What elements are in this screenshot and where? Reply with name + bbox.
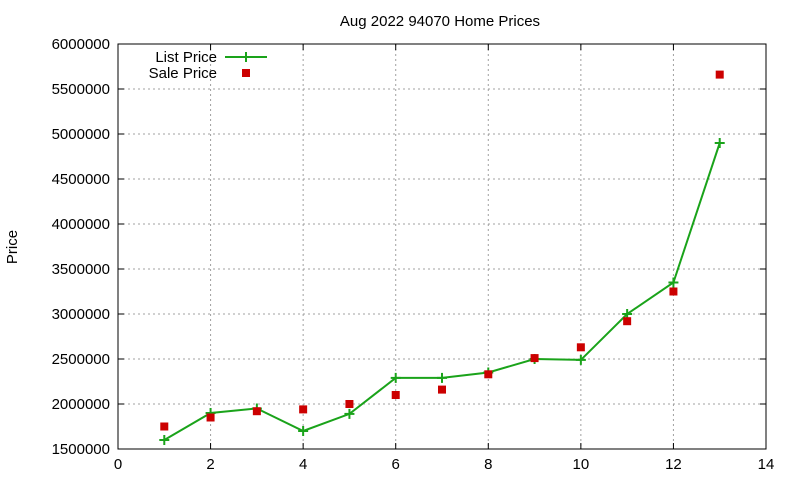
chart-title: Aug 2022 94070 Home Prices <box>340 13 540 30</box>
y-tick-label: 3000000 <box>52 306 110 323</box>
x-tick-label: 6 <box>392 456 400 473</box>
data-point <box>298 426 309 436</box>
grid <box>118 44 766 449</box>
data-point <box>575 354 586 365</box>
y-tick-label: 1500000 <box>52 441 110 458</box>
data-point <box>344 408 355 419</box>
data-point <box>390 372 401 383</box>
y-tick-label: 4000000 <box>52 216 110 233</box>
data-point <box>576 343 585 352</box>
axes: 1500000 2000000 2500000 3000000 3500000 40000… <box>52 36 775 473</box>
y-tick-label: 6000000 <box>52 36 110 53</box>
data-point <box>715 70 724 79</box>
plot-area <box>159 70 725 445</box>
data-point <box>160 422 169 431</box>
x-tick-label: 10 <box>573 456 590 473</box>
data-point <box>437 372 447 383</box>
legend-label: Sale Price <box>149 65 217 82</box>
legend-marker <box>241 52 251 62</box>
plot-frame <box>117 43 767 450</box>
y-tick-label: 3500000 <box>52 261 110 278</box>
data-point <box>438 385 446 394</box>
x-tick-label: 2 <box>206 456 214 473</box>
data-point <box>669 287 678 296</box>
y-tick-label: 2000000 <box>52 396 110 413</box>
y-tick-label: 5000000 <box>52 126 110 143</box>
data-point <box>159 435 170 445</box>
data-point <box>206 413 215 422</box>
series-list-price <box>159 138 725 445</box>
data-point <box>252 407 261 416</box>
data-point <box>668 277 679 288</box>
data-point <box>484 370 493 379</box>
y-axis-label: Price <box>4 230 21 264</box>
x-tick-label: 14 <box>758 456 775 473</box>
legend-label: List Price <box>155 49 217 66</box>
series-line <box>163 142 721 441</box>
series-sale-price <box>160 70 724 431</box>
data-point <box>623 317 632 326</box>
data-point <box>345 400 354 408</box>
y-tick-label: 4500000 <box>52 171 110 188</box>
data-point <box>299 405 308 414</box>
x-tick-label: 0 <box>114 456 122 473</box>
data-point <box>391 391 400 399</box>
y-tick-label: 2500000 <box>52 351 110 368</box>
legend-marker <box>242 69 250 77</box>
x-tick-label: 12 <box>665 456 682 473</box>
x-tick-label: 4 <box>299 456 307 473</box>
data-point <box>530 354 539 363</box>
x-tick-label: 8 <box>484 456 492 473</box>
data-point <box>714 138 725 148</box>
y-tick-label: 5500000 <box>52 81 110 98</box>
